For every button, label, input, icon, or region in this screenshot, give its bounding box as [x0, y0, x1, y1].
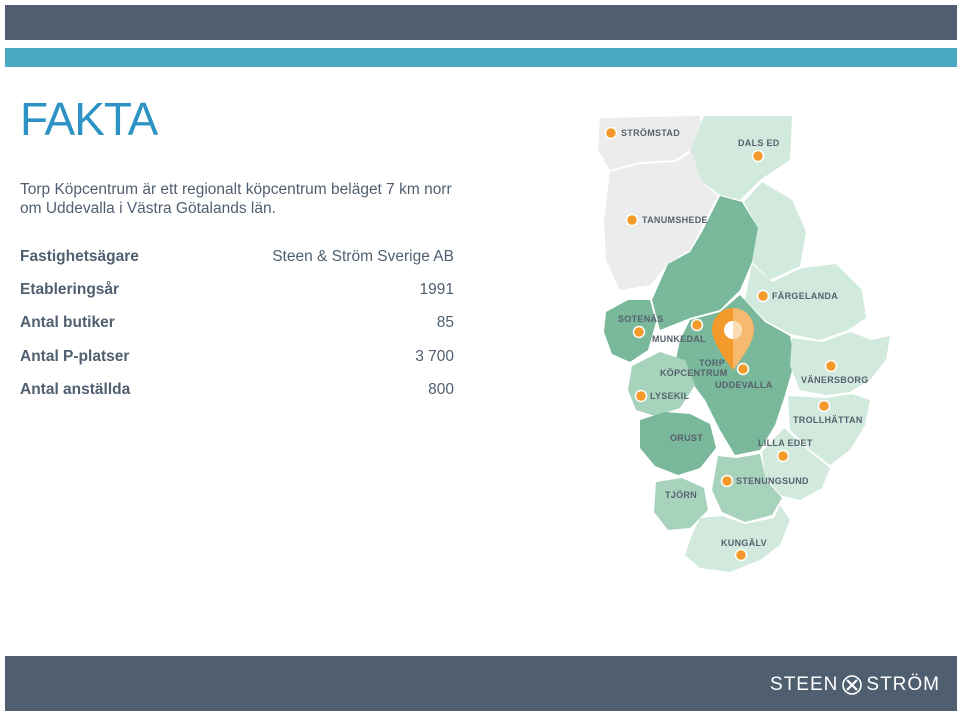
header-bar — [5, 5, 957, 40]
accent-bar — [5, 48, 957, 67]
fact-value: Steen & Ström Sverige AB — [272, 247, 454, 265]
region-lysekil — [628, 352, 695, 416]
marker-stromstad — [604, 126, 618, 140]
region-map: STRÖMSTAD DALS ED TANUMSHEDE FÄRGELANDA … — [598, 116, 890, 572]
marker-tanumshede — [625, 213, 639, 227]
label-stenungsund: STENUNGSUND — [736, 476, 809, 486]
fact-value: 800 — [428, 380, 454, 398]
marker-vanersborg — [824, 359, 838, 373]
label-trollhattan: TROLLHÄTTAN — [793, 415, 863, 425]
fact-value: 3 700 — [415, 347, 454, 365]
label-vanersborg: VÄNERSBORG — [801, 375, 869, 385]
region-fargelanda — [745, 264, 866, 340]
fact-value: 1991 — [419, 280, 454, 298]
label-kungalv: KUNGÄLV — [721, 538, 767, 548]
marker-munkedal — [690, 318, 704, 332]
fact-value: 85 — [436, 314, 454, 332]
marker-kungalv — [734, 548, 748, 562]
fact-row-employees: Antal anställda 800 — [20, 373, 454, 406]
map-markers — [604, 126, 838, 562]
region-kungalv — [685, 505, 790, 572]
marker-fargelanda — [756, 289, 770, 303]
region-munkedal — [652, 196, 758, 330]
region-dals-ed — [690, 116, 792, 200]
label-torp-kopcentrum: KÖPCENTRUM — [660, 368, 728, 378]
map-regions — [598, 116, 890, 572]
label-stromstad: STRÖMSTAD — [621, 128, 680, 138]
region-tanumshede — [604, 152, 718, 290]
region-vanersborg — [790, 332, 890, 395]
marker-lysekil — [634, 389, 648, 403]
fact-label: Antal butiker — [20, 314, 115, 332]
map-pin-icon — [712, 308, 754, 370]
fact-label: Etableringsår — [20, 280, 120, 298]
marker-sotenas — [632, 325, 646, 339]
fact-label: Fastighetsägare — [20, 247, 139, 265]
fact-label: Antal anställda — [20, 380, 131, 398]
region-uddevalla — [676, 295, 795, 455]
label-lysekil: LYSEKIL — [650, 391, 689, 401]
label-orust: ORUST — [670, 433, 703, 443]
fact-row-parking: Antal P-platser 3 700 — [20, 340, 454, 373]
fact-label: Antal P-platser — [20, 347, 130, 365]
logo-text-right: STRÖM — [866, 674, 940, 695]
map-labels: STRÖMSTAD DALS ED TANUMSHEDE FÄRGELANDA … — [618, 128, 869, 548]
label-torp: TORP — [699, 358, 725, 368]
marker-uddevalla — [736, 362, 750, 376]
intro-text: Torp Köpcentrum är ett regionalt köpcent… — [20, 181, 452, 217]
footer-bar — [5, 656, 957, 711]
label-fargelanda: FÄRGELANDA — [772, 291, 838, 301]
region-lilla-edet — [762, 428, 830, 500]
label-uddevalla: UDDEVALLA — [715, 380, 773, 390]
region-tjorn — [654, 478, 708, 530]
label-lilla-edet: LILLA EDET — [758, 438, 813, 448]
fact-row-owner: Fastighetsägare Steen & Ström Sverige AB — [20, 240, 454, 273]
region-trollhattan — [788, 394, 870, 465]
region-stenungsund — [712, 454, 782, 522]
logo-mark-icon — [842, 675, 863, 695]
company-logo: STEEN STRÖM — [770, 674, 940, 696]
fact-row-stores: Antal butiker 85 — [20, 307, 454, 340]
page-title: FAKTA — [20, 93, 158, 145]
label-munkedal: MUNKEDAL — [652, 334, 706, 344]
region-northeast — [744, 182, 806, 280]
fact-row-year: Etableringsår 1991 — [20, 273, 454, 306]
region-sotenas — [604, 300, 656, 362]
region-orust — [640, 412, 716, 475]
label-sotenas: SOTENÄS — [618, 314, 664, 324]
label-tjorn: TJÖRN — [665, 490, 697, 500]
facts-table: Fastighetsägare Steen & Ström Sverige AB… — [20, 240, 454, 406]
logo-text-left: STEEN — [770, 674, 839, 695]
label-tanumshede: TANUMSHEDE — [642, 215, 708, 225]
marker-stenungsund — [720, 474, 734, 488]
marker-trollhattan — [817, 399, 831, 413]
marker-dals-ed — [751, 149, 765, 163]
region-stromstad — [598, 116, 702, 170]
marker-lilla-edet — [776, 449, 790, 463]
label-dals-ed: DALS ED — [738, 138, 780, 148]
